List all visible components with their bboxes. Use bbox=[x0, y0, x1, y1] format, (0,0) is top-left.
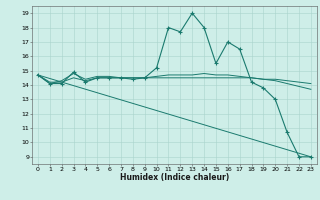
X-axis label: Humidex (Indice chaleur): Humidex (Indice chaleur) bbox=[120, 173, 229, 182]
